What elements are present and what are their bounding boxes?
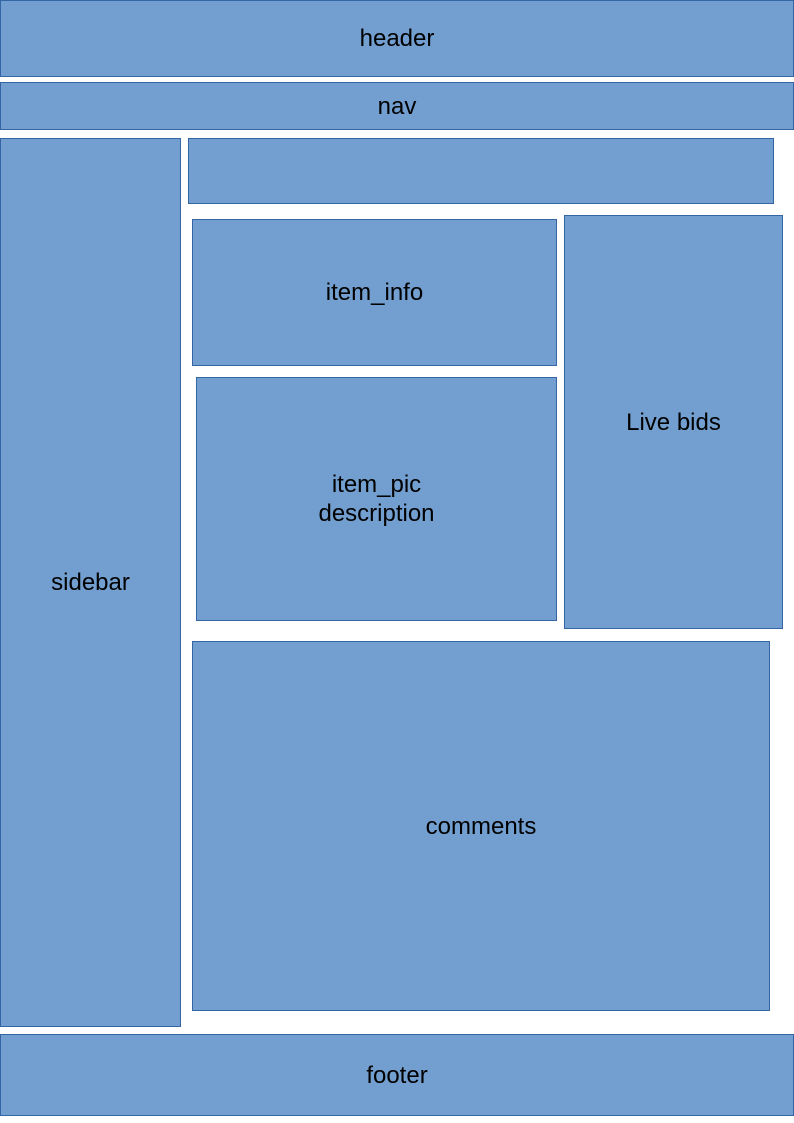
live-bids-label: Live bids xyxy=(626,408,721,436)
sidebar-label: sidebar xyxy=(51,569,130,596)
header-block: header xyxy=(0,0,794,77)
item-pic-description-label: item_pic description xyxy=(318,471,435,527)
comments-label: comments xyxy=(425,812,537,840)
footer-block: footer xyxy=(0,1034,794,1116)
item-info-label: item_info xyxy=(325,279,424,306)
footer-label: footer xyxy=(366,1061,428,1089)
nav-block: nav xyxy=(0,82,794,130)
comments-block: comments xyxy=(192,641,770,1011)
header-label: header xyxy=(359,25,435,52)
top-banner-block xyxy=(188,138,774,204)
live-bids-block: Live bids xyxy=(564,215,783,629)
item-info-block: item_info xyxy=(192,219,557,366)
sidebar-block: sidebar xyxy=(0,138,181,1027)
nav-label: nav xyxy=(377,92,417,120)
item-pic-description-block: item_pic description xyxy=(196,377,557,621)
